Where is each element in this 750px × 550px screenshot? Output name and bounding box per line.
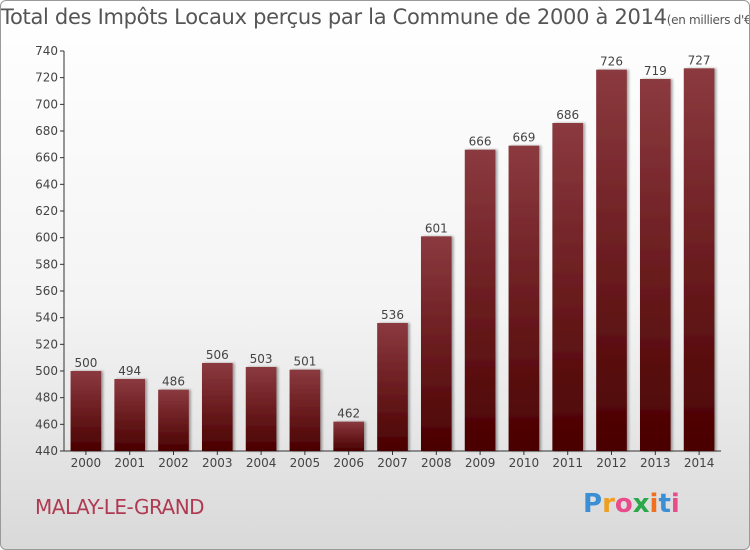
logo-letter: i xyxy=(649,489,659,519)
bar-2005 xyxy=(289,369,321,451)
data-label: 601 xyxy=(425,221,448,235)
x-tick-label: 2004 xyxy=(246,456,277,470)
x-tick-label: 2008 xyxy=(421,456,452,470)
logo-letter: r xyxy=(602,489,615,519)
y-tick-label: 480 xyxy=(35,391,58,405)
y-tick-label: 600 xyxy=(35,231,58,245)
commune-name: MALAY-LE-GRAND xyxy=(35,495,205,519)
data-label: 536 xyxy=(381,308,404,322)
x-tick-label: 2010 xyxy=(509,456,540,470)
title-text: Total des Impôts Locaux perçus par la Co… xyxy=(1,5,667,29)
x-tick-label: 2000 xyxy=(71,456,102,470)
data-label: 503 xyxy=(250,352,273,366)
data-label: 494 xyxy=(118,364,141,378)
bar-2009 xyxy=(464,149,496,451)
y-tick-label: 640 xyxy=(35,177,58,191)
data-label: 726 xyxy=(600,55,623,69)
chart-title: Total des Impôts Locaux perçus par la Co… xyxy=(1,5,750,29)
data-label: 506 xyxy=(206,348,229,362)
data-label: 666 xyxy=(469,135,492,149)
x-tick-label: 2011 xyxy=(552,456,583,470)
bar-2010 xyxy=(508,145,540,451)
y-tick-label: 660 xyxy=(35,151,58,165)
bar-2001 xyxy=(114,379,146,451)
bar-2008 xyxy=(420,236,452,451)
data-label: 686 xyxy=(556,108,579,122)
bar-2012 xyxy=(596,69,627,452)
x-tick-label: 2005 xyxy=(290,456,321,470)
y-tick-label: 700 xyxy=(35,97,58,111)
bar-2006 xyxy=(333,421,365,451)
logo-letter: P xyxy=(583,489,603,519)
bar-2011 xyxy=(552,123,584,451)
y-tick-label: 620 xyxy=(35,204,58,218)
data-label: 719 xyxy=(644,64,667,78)
bar-2004 xyxy=(245,367,277,451)
y-tick-label: 500 xyxy=(35,364,58,378)
x-tick-label: 2007 xyxy=(377,456,408,470)
data-label: 486 xyxy=(162,375,185,389)
proxiti-logo: Proxiti xyxy=(583,489,680,519)
bar-2007 xyxy=(377,323,408,451)
bar-2002 xyxy=(158,389,189,451)
y-tick-label: 580 xyxy=(35,257,58,271)
data-label: 462 xyxy=(337,407,360,421)
logo-letter: o xyxy=(614,489,633,519)
data-label: 727 xyxy=(688,53,711,67)
bar-2003 xyxy=(201,363,233,451)
data-label: 501 xyxy=(293,355,316,369)
logo-letter: i xyxy=(670,489,680,519)
x-tick-label: 2006 xyxy=(333,456,364,470)
unit-note: (en milliers d'€) xyxy=(666,13,750,27)
x-tick-label: 2014 xyxy=(684,456,715,470)
y-tick-label: 520 xyxy=(35,337,58,351)
data-label: 669 xyxy=(512,131,535,145)
x-tick-label: 2001 xyxy=(114,456,145,470)
y-tick-label: 680 xyxy=(35,124,58,138)
x-tick-label: 2002 xyxy=(158,456,189,470)
data-labels: 500 494 486 506 503 501 462 536 601 666 669 686 726 7… xyxy=(74,53,710,420)
bars xyxy=(70,68,715,452)
bar-2014 xyxy=(683,68,715,451)
y-tick-label: 740 xyxy=(35,44,58,58)
y-tick-label: 560 xyxy=(35,284,58,298)
axes: 440 460 480 500 520 540 560 580 600 620 640 660 680 7… xyxy=(35,44,721,470)
bar-2013 xyxy=(639,79,671,451)
y-tick-label: 540 xyxy=(35,311,58,325)
logo-letter: x xyxy=(632,489,650,519)
x-tick-label: 2013 xyxy=(640,456,671,470)
data-label: 500 xyxy=(74,356,97,370)
x-tick-label: 2003 xyxy=(202,456,233,470)
y-tick-label: 460 xyxy=(35,417,58,431)
logo-letter: t xyxy=(658,489,671,519)
bar-2000 xyxy=(70,371,102,451)
x-tick-label: 2012 xyxy=(596,456,627,470)
y-tick-label: 720 xyxy=(35,71,58,85)
y-tick-label: 440 xyxy=(35,444,58,458)
x-tick-label: 2009 xyxy=(465,456,496,470)
